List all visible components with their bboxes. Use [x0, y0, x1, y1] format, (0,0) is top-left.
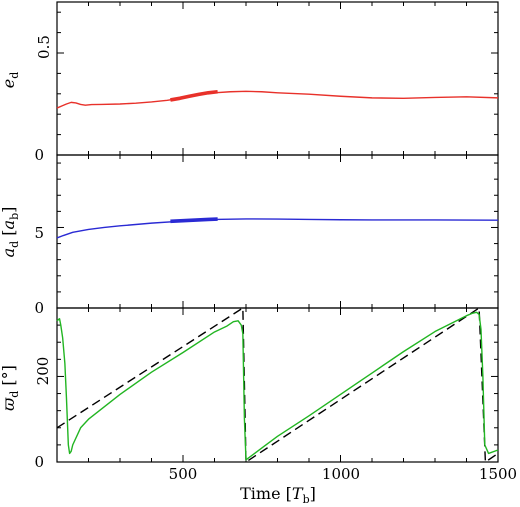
panel-eccentricity-ticks	[57, 2, 498, 156]
ytick-label-a-1: 5	[34, 224, 44, 242]
ylabel-semimajor-axis: ad [ab]	[0, 207, 21, 258]
panel-semimajor-axis: 0 5 ad [ab]	[0, 154, 499, 317]
panel-semimajor-axis-series	[56, 217, 499, 239]
panel-eccentricity-series	[56, 89, 499, 109]
panel-semimajor-axis-ticks	[57, 155, 498, 309]
xlabel-time: Time [Tb]	[240, 484, 316, 506]
series-e-0	[56, 90, 499, 109]
series-a-0	[56, 218, 499, 239]
ytick-label-e-0: 0	[34, 146, 44, 164]
series-varpi-0	[56, 307, 499, 463]
panel-periapsis-series	[56, 307, 499, 463]
panel-eccentricity: 0 0.5 ed	[0, 1, 499, 164]
series-varpi-1	[56, 311, 499, 461]
ylabel-eccentricity: ed	[0, 72, 21, 89]
ytick-label-varpi-1: 200	[34, 357, 52, 386]
ytick-label-varpi-0: 0	[34, 453, 44, 471]
xtick-label-500: 500	[169, 465, 198, 483]
panel-semimajor-axis-frame	[56, 154, 499, 309]
series-e-1	[170, 89, 218, 102]
xtick-label-1500: 1500	[479, 465, 517, 483]
ytick-label-a-0: 0	[34, 299, 44, 317]
ylabel-periapsis: ϖd [°]	[0, 365, 21, 411]
panel-periapsis: 0 200 ϖd [°] 500 1000 1500 Time [Tb]	[0, 307, 517, 506]
series-a-1	[170, 217, 218, 224]
panel-eccentricity-frame	[56, 1, 499, 156]
ytick-label-e-1: 0.5	[35, 35, 53, 59]
xtick-label-1000: 1000	[322, 465, 360, 483]
